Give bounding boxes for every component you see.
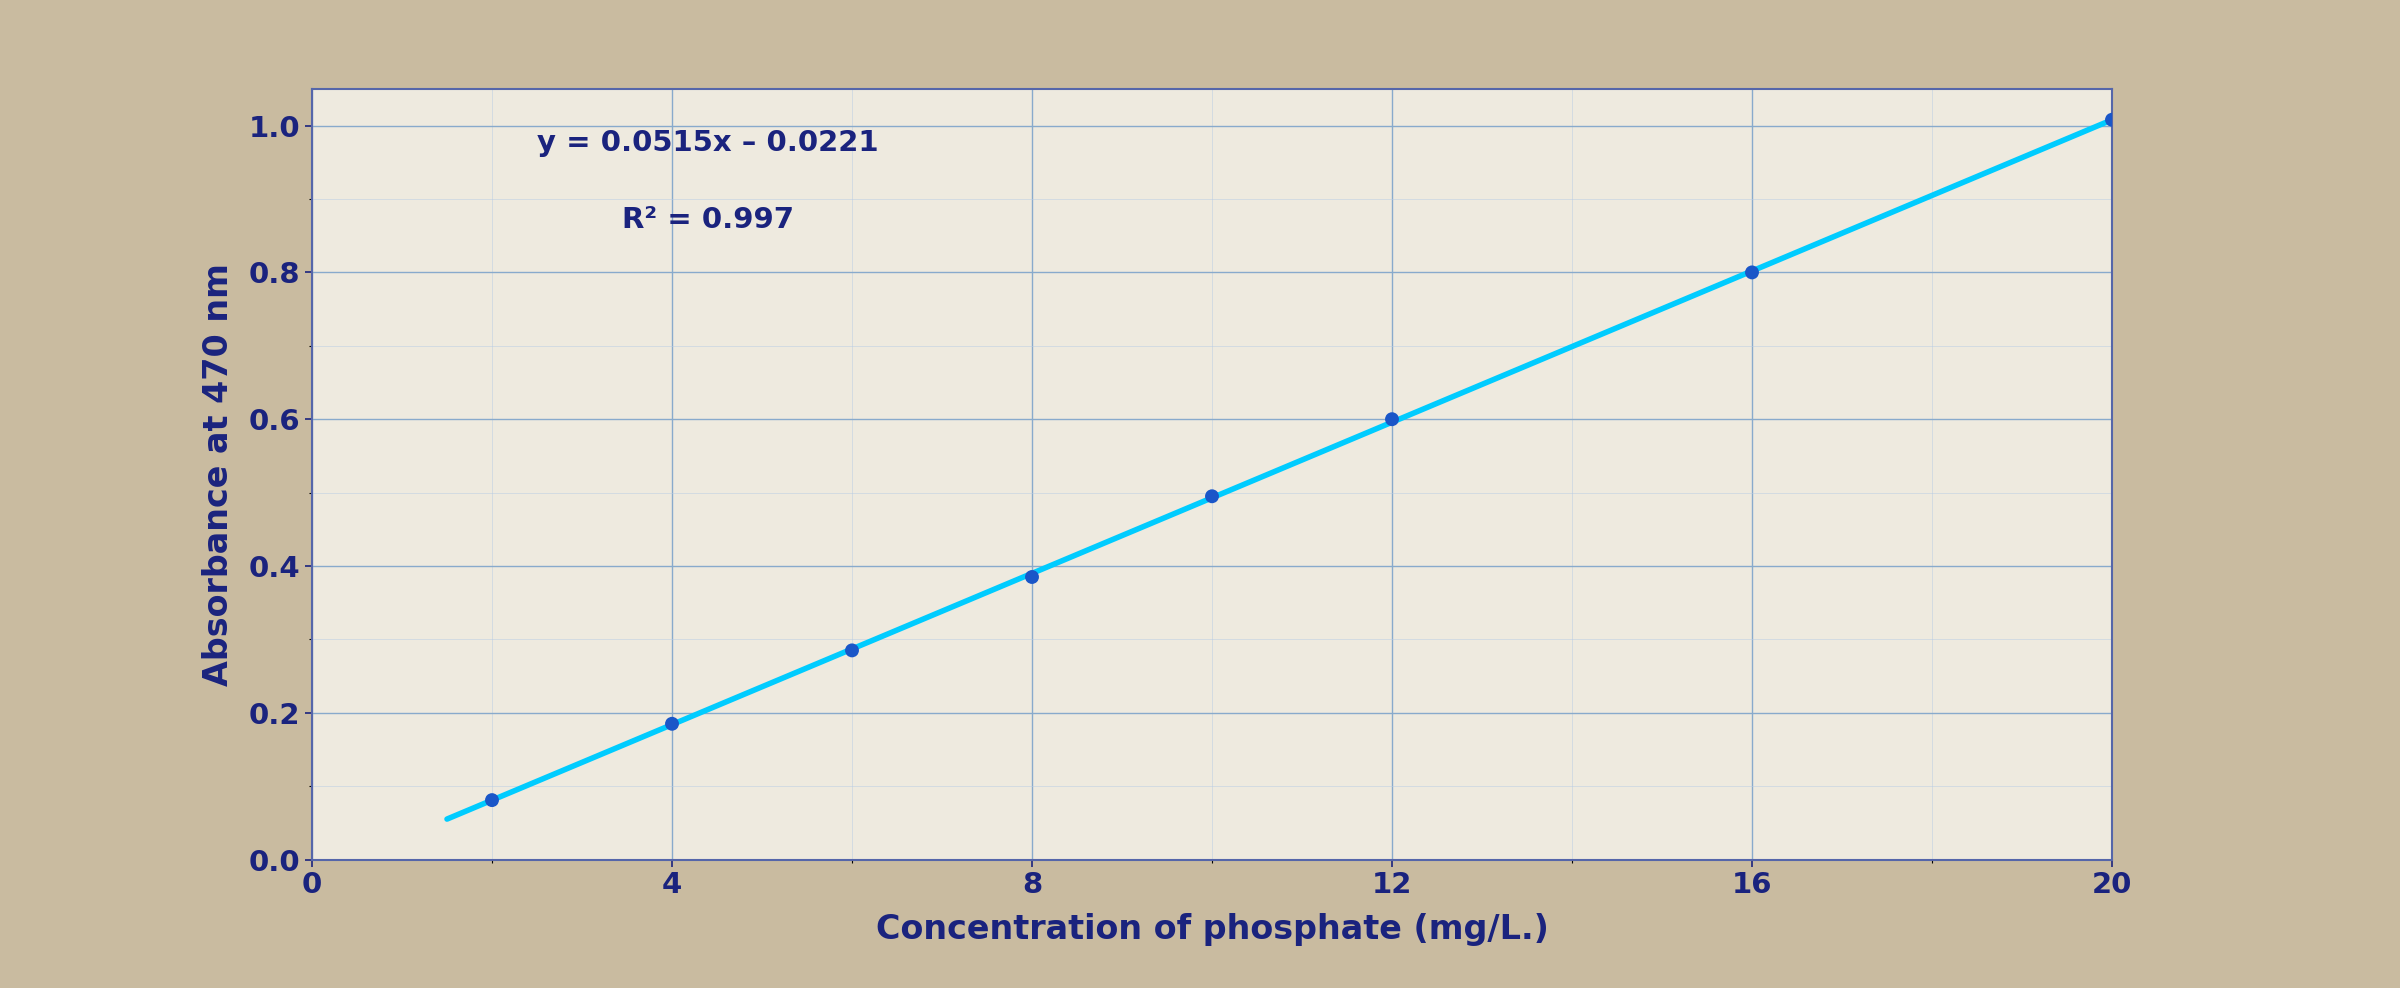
X-axis label: Concentration of phosphate (mg/L.): Concentration of phosphate (mg/L.) bbox=[876, 913, 1548, 947]
Point bbox=[1193, 488, 1231, 504]
Point bbox=[473, 792, 511, 808]
Point bbox=[1013, 569, 1051, 585]
Point bbox=[833, 642, 871, 658]
Text: R² = 0.997: R² = 0.997 bbox=[622, 206, 794, 234]
Point bbox=[2093, 112, 2131, 127]
Y-axis label: Absorbance at 470 nm: Absorbance at 470 nm bbox=[202, 263, 235, 686]
Point bbox=[1733, 265, 1771, 281]
Text: y = 0.0515x – 0.0221: y = 0.0515x – 0.0221 bbox=[538, 128, 878, 157]
Point bbox=[653, 716, 691, 732]
Point bbox=[1373, 411, 1411, 427]
